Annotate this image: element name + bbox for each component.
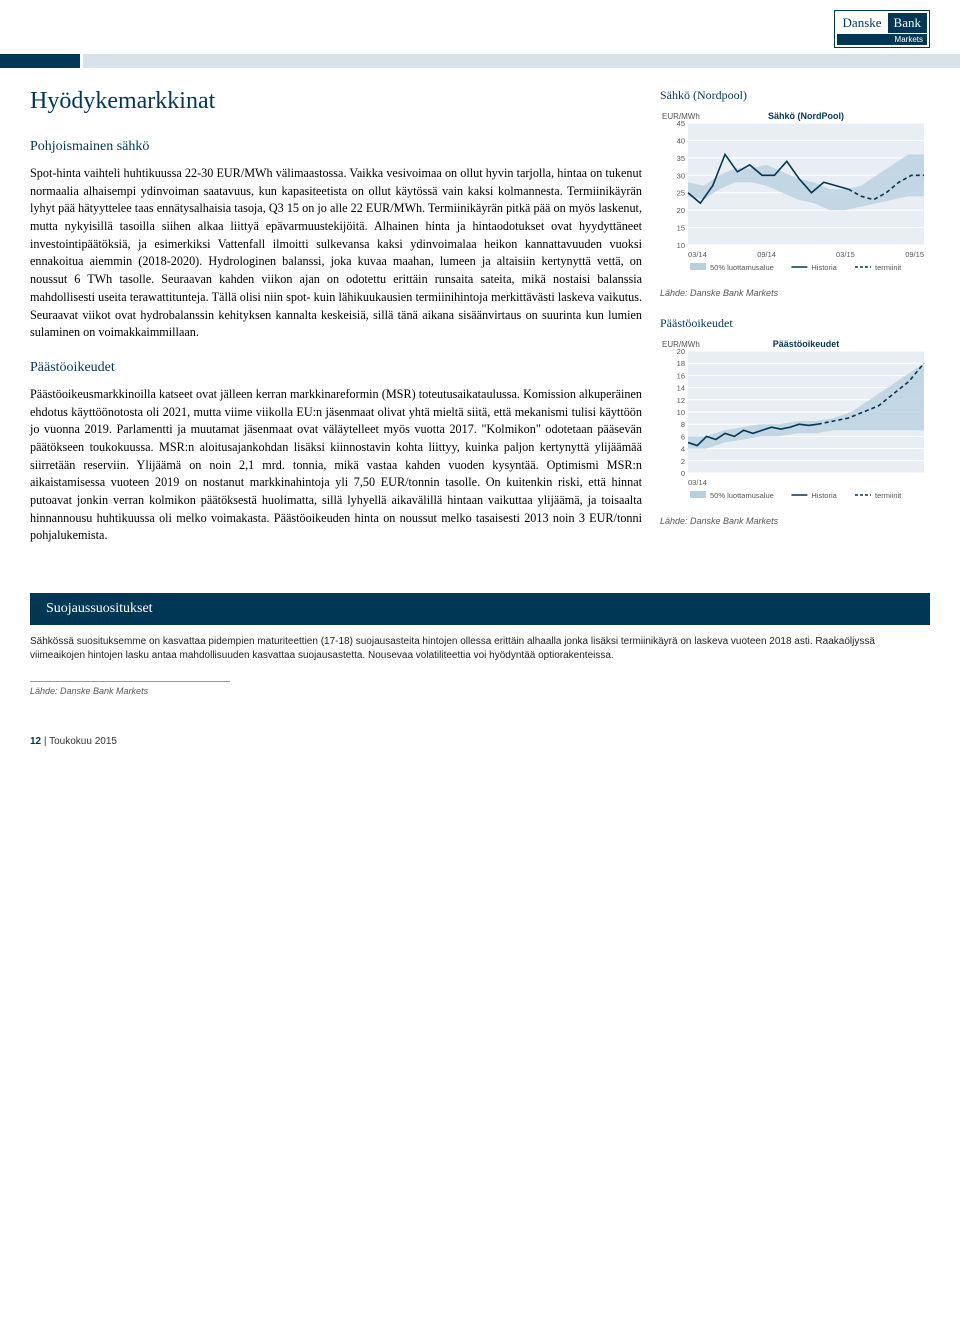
svg-text:8: 8: [681, 420, 685, 429]
brand-logo: Danske Bank Markets: [834, 10, 930, 48]
svg-text:6: 6: [681, 432, 685, 441]
svg-text:14: 14: [677, 384, 685, 393]
chart-2: PäästöoikeudetEUR/MWh0246810121416182003…: [660, 337, 930, 507]
recommendations-body: Sähkössä suosituksemme on kasvattaa pide…: [0, 635, 960, 673]
svg-text:09/15: 09/15: [905, 250, 924, 259]
svg-text:2: 2: [681, 457, 685, 466]
chart-2-source: Lähde: Danske Bank Markets: [660, 516, 930, 526]
svg-text:0: 0: [681, 469, 685, 478]
chart-1: Sähkö (NordPool)EUR/MWh10152025303540450…: [660, 109, 930, 279]
side-column: Sähkö (Nordpool) Sähkö (NordPool)EUR/MWh…: [660, 88, 930, 563]
svg-text:16: 16: [677, 371, 685, 380]
chart-2-box-title: Päästöoikeudet: [660, 316, 930, 331]
section-2-title: Päästöoikeudet: [30, 360, 642, 376]
svg-text:09/14: 09/14: [757, 250, 776, 259]
chart-1-box-title: Sähkö (Nordpool): [660, 88, 930, 103]
chart-2-box: Päästöoikeudet PäästöoikeudetEUR/MWh0246…: [660, 316, 930, 526]
footer-sep: |: [44, 736, 47, 747]
svg-text:45: 45: [677, 119, 685, 128]
logo-text-2: Bank: [888, 13, 927, 33]
svg-text:30: 30: [677, 171, 685, 180]
svg-text:4: 4: [681, 445, 685, 454]
svg-text:20: 20: [677, 347, 685, 356]
svg-text:termiinit: termiinit: [875, 491, 902, 500]
page-footer: 12 | Toukokuu 2015: [0, 696, 960, 767]
svg-text:25: 25: [677, 189, 685, 198]
page-title: Hyödykemarkkinat: [30, 88, 642, 115]
svg-text:18: 18: [677, 359, 685, 368]
logo-text-1: Danske: [837, 13, 888, 33]
main-column: Hyödykemarkkinat Pohjoismainen sähkö Spo…: [30, 88, 642, 563]
section-1-body: Spot-hinta vaihteli huhtikuussa 22-30 EU…: [30, 165, 642, 342]
svg-text:15: 15: [677, 224, 685, 233]
footer-issue: Toukokuu 2015: [49, 736, 117, 747]
top-bar: Danske Bank Markets: [0, 0, 960, 48]
svg-text:12: 12: [677, 396, 685, 405]
section-2-body: Päästöoikeusmarkkinoilla katseet ovat jä…: [30, 386, 642, 545]
svg-text:50% luottamusalue: 50% luottamusalue: [710, 263, 774, 272]
svg-text:10: 10: [677, 408, 685, 417]
svg-text:03/14: 03/14: [688, 250, 707, 259]
svg-text:Päästöoikeudet: Päästöoikeudet: [773, 339, 840, 349]
svg-text:35: 35: [677, 154, 685, 163]
svg-text:50% luottamusalue: 50% luottamusalue: [710, 491, 774, 500]
header-stripe: [0, 54, 960, 68]
footer-page-num: 12: [30, 736, 41, 747]
svg-text:40: 40: [677, 136, 685, 145]
svg-text:10: 10: [677, 241, 685, 250]
recommendations-source: Lähde: Danske Bank Markets: [30, 681, 230, 696]
svg-text:03/14: 03/14: [688, 478, 707, 487]
svg-text:03/15: 03/15: [836, 250, 855, 259]
svg-text:Sähkö (NordPool): Sähkö (NordPool): [768, 111, 844, 121]
svg-text:20: 20: [677, 206, 685, 215]
recommendations-bar: Suojaussuositukset: [30, 593, 930, 625]
chart-1-source: Lähde: Danske Bank Markets: [660, 288, 930, 298]
section-1-title: Pohjoismainen sähkö: [30, 139, 642, 155]
logo-sub: Markets: [837, 34, 927, 45]
svg-text:termiinit: termiinit: [875, 263, 902, 272]
svg-text:Historia: Historia: [811, 491, 837, 500]
svg-text:Historia: Historia: [811, 263, 837, 272]
chart-1-box: Sähkö (Nordpool) Sähkö (NordPool)EUR/MWh…: [660, 88, 930, 298]
